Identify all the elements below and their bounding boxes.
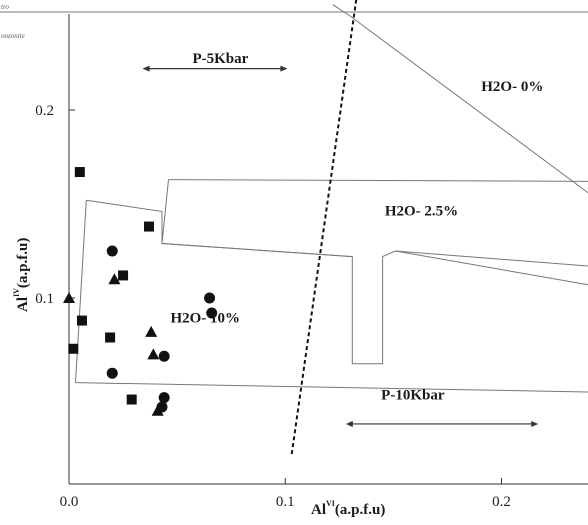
square-marker [105,332,116,343]
legend-entry-2: onzonite [1,32,25,40]
h2o-0-boundary-line [332,4,588,194]
h2o-10-left-line [75,200,87,383]
legend-entry-1: tro [1,3,9,11]
region-label: H2O- 10% [170,310,240,326]
tick-layer: 0.0 0.1 0.2 0.1 0.2 [35,103,511,510]
square-marker [68,343,79,354]
h2o-2.5-boundary-line [168,179,588,182]
circle-marker [158,392,170,404]
h2o-2.5-lower-line [161,179,588,365]
circle-marker [204,292,216,304]
circle-marker [206,307,218,319]
h2o-10-field-line [86,199,353,258]
triangle-marker [151,404,164,416]
square-marker [126,394,137,405]
y-tick-label: 0.1 [35,291,54,307]
pressure-dashed-line [290,0,358,455]
x-tick-label: 0.2 [492,494,511,510]
p10-arrow-head-left [345,420,353,427]
region-labels: P-5Kbar H2O- 0% H2O- 2.5% H2O- 10% P-10Kbar [170,51,543,404]
triangle-marker [147,348,160,360]
circle-marker [158,350,170,362]
h2o-10-bottom-line [75,382,588,393]
square-marker [118,270,129,281]
region-label: P-10Kbar [381,388,445,404]
y-tick-label: 0.2 [35,103,54,119]
circle-marker [106,367,118,379]
x-tick-label: 0.0 [60,494,79,510]
region-label: P-5Kbar [192,51,248,67]
triangle-marker [63,292,75,303]
triangle-marker [108,273,121,285]
region-label: H2O- 0% [481,79,543,95]
triangle-marker [145,325,158,337]
square-marker [144,221,155,232]
h2o-2.5-inner-line [395,250,588,286]
p10-arrow-head-right [531,420,539,427]
p5-arrow-head-left [142,65,150,72]
region-label: H2O- 2.5% [385,203,458,219]
circle-marker [106,245,118,257]
square-marker [74,167,85,178]
p5-arrow-head-right [280,65,288,72]
data-points [63,167,218,416]
square-marker [76,315,87,326]
x-axis-title: AlVI(a.p.f.u) [311,499,385,518]
y-axis-title: AlIV(a.p.f.u) [12,238,31,312]
x-tick-label: 0.1 [276,494,295,510]
